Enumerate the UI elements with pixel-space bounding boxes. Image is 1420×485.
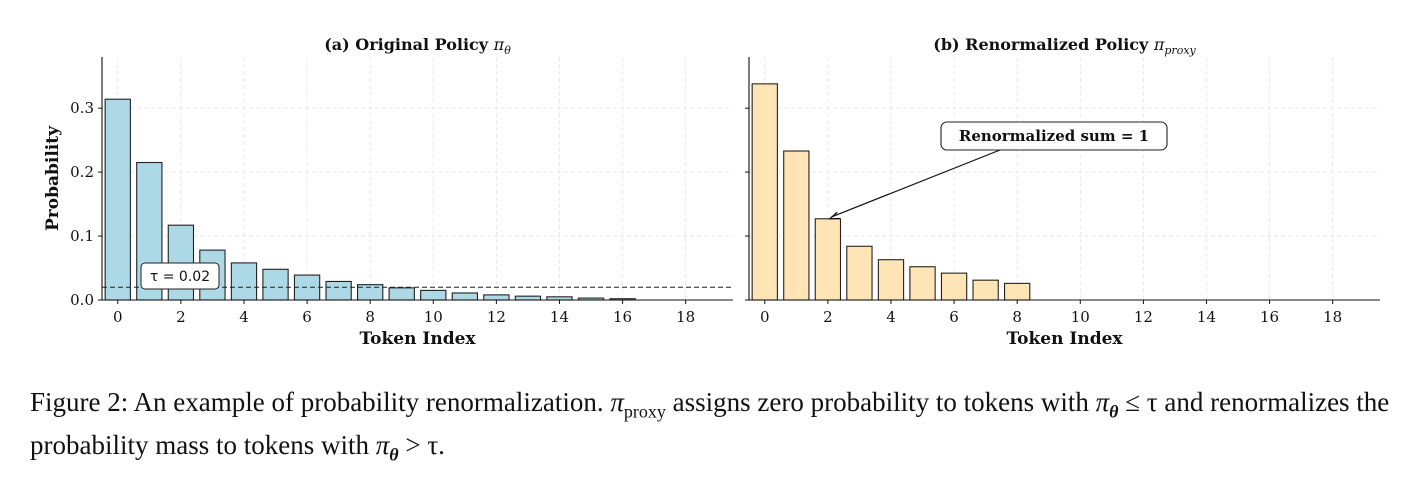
x-tick-label: 18 [676, 308, 695, 326]
caption-theta-2: θ [389, 444, 399, 465]
y-tick-label: 0.1 [70, 227, 94, 245]
bar [940, 272, 968, 301]
bar [325, 280, 352, 301]
chart-panel-1: τ = 0.02 0 2 4 6 8 10 12 14 16 18 0.0 0.1 0.2 0.3 Token… [43, 35, 733, 349]
y-axis-label: Probability [43, 125, 63, 231]
annotation-arrow-head [828, 211, 840, 220]
x-tick-label: 10 [424, 308, 443, 326]
x-tick-label: 16 [613, 308, 632, 326]
x-tick-label: 12 [1134, 308, 1153, 326]
x-tick-label: 6 [302, 308, 312, 326]
y-tick-label: 0.0 [70, 291, 94, 309]
x-tick-label: 16 [1260, 308, 1279, 326]
x-tick-label: 8 [365, 308, 375, 326]
annotation-arrow-line [831, 149, 1001, 218]
y-tick-label: 0.3 [70, 99, 94, 117]
x-tick-label: 10 [1071, 308, 1090, 326]
chart-panel-2: Renormalized sum = 1 0 2 4 6 8 10 12 14 16 18 Token… [745, 35, 1380, 349]
y-tick-label: 0.2 [70, 163, 94, 181]
caption-gt-tau: > τ. [398, 430, 445, 461]
caption-prefix: Figure 2: An example of probability reno… [30, 387, 611, 417]
x-tick-label: 14 [550, 308, 569, 326]
figure-canvas: τ = 0.02 0 2 4 6 8 10 12 14 16 18 0.0 0.1 0.2 0.3 Token… [43, 35, 1380, 349]
caption-mid1: assigns zero probability to tokens with [665, 387, 1096, 417]
bar [972, 279, 999, 301]
bar [483, 294, 510, 301]
bar [846, 245, 873, 301]
caption-theta: θ [1109, 401, 1119, 422]
chart-title: (b) Renormalized Policy πproxy [933, 35, 1196, 57]
annotation-text: Renormalized sum = 1 [959, 127, 1149, 145]
x-tick-label: 4 [886, 308, 896, 326]
caption-le-tau: ≤ τ [1118, 387, 1158, 417]
caption-pi-3: π [375, 430, 390, 461]
x-tick-label: 2 [823, 308, 833, 326]
bar [104, 98, 131, 301]
annotation-box [940, 121, 1168, 151]
x-axis-label: Token Index [359, 329, 476, 349]
bar [420, 289, 447, 301]
x-tick-label: 14 [1197, 308, 1216, 326]
figure-caption: Figure 2: An example of probability reno… [30, 385, 1400, 472]
caption-proxy-sub: proxy [623, 401, 666, 422]
x-axis-label: Token Index [1006, 329, 1123, 349]
bar [751, 83, 778, 301]
bar [814, 218, 842, 301]
caption-pi: π [610, 387, 624, 417]
x-tick-label: 0 [760, 308, 770, 326]
bar [877, 259, 905, 301]
x-tick-label: 12 [487, 308, 506, 326]
chart-title: (a) Original Policy πθ [324, 35, 511, 57]
x-tick-label: 18 [1323, 308, 1342, 326]
bar [1004, 282, 1031, 301]
bar [909, 266, 936, 301]
threshold-label-box [140, 262, 220, 290]
bar [783, 150, 810, 301]
bar [262, 268, 289, 301]
caption-mid2: and renormalizes the probability mass to… [30, 387, 1390, 461]
x-tick-label: 4 [239, 308, 249, 326]
bar [451, 292, 478, 301]
x-tick-label: 8 [1012, 308, 1022, 326]
x-tick-label: 0 [113, 308, 123, 326]
caption-pi-2: π [1095, 387, 1110, 417]
bar [514, 295, 542, 301]
bar [230, 262, 258, 301]
bar [388, 287, 415, 301]
x-tick-label: 6 [949, 308, 959, 326]
x-tick-label: 2 [176, 308, 186, 326]
threshold-label: τ = 0.02 [150, 269, 210, 285]
